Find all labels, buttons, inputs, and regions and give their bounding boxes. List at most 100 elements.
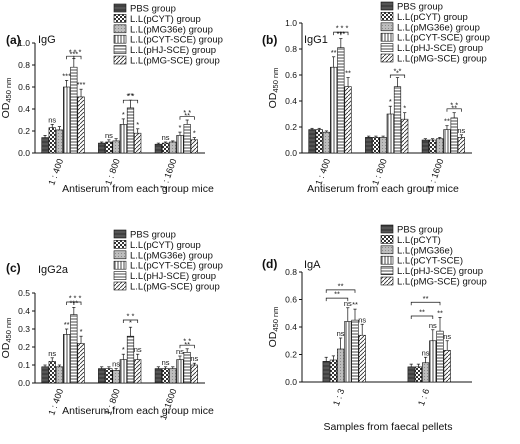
significance-bracket [410, 315, 434, 319]
y-tick-label: 0.0 [285, 148, 297, 158]
y-axis-label-main: OD [267, 331, 279, 347]
legend-swatch [113, 271, 127, 280]
bracket-label: ** [334, 290, 340, 299]
significance-bracket [389, 74, 406, 78]
significance-label: ns [190, 354, 198, 363]
significance-label: ** [184, 340, 190, 349]
bar [119, 359, 127, 384]
legend-entry: L.L(pMG-SCE) group [130, 282, 220, 293]
significance-bracket [410, 301, 441, 306]
category-label: 1 : 3 [331, 387, 346, 407]
legend-entry: PBS group [397, 225, 443, 236]
bar [190, 139, 198, 154]
legend-swatch [380, 266, 394, 275]
legend-entry: L.L(pCYT-SCE) group [130, 35, 223, 46]
legend-entry: L.L(pMG36e) [397, 245, 453, 256]
y-tick-label: 0.4 [18, 104, 30, 114]
significance-label: * [389, 97, 392, 106]
y-tick-label: 0.6 [285, 70, 297, 80]
bar [161, 368, 170, 384]
bar [358, 334, 366, 383]
legend-swatch [113, 3, 127, 13]
bracket-label: * [69, 48, 72, 57]
bar [134, 359, 142, 384]
bar [443, 129, 451, 154]
panel-letter: (d) [262, 257, 277, 271]
y-tick-label: 0.2 [285, 122, 297, 132]
bar [337, 47, 345, 154]
bar [41, 137, 49, 154]
panel-letter: (c) [6, 261, 21, 275]
x-axis-label: Antiserum from each group mice [62, 183, 214, 195]
legend-entry: L.L(pCYT) group [130, 14, 201, 25]
legend-entry: L.L(pMG-SCE) group [397, 277, 487, 288]
bar [176, 135, 184, 154]
bracket-label: * [69, 294, 72, 303]
significance-label: ** [64, 320, 70, 329]
legend-entry: L.L(pMG36e) group [130, 24, 213, 35]
bar [48, 127, 56, 154]
bar [308, 129, 316, 154]
y-tick-label: 0.3 [18, 324, 30, 334]
y-tick-label: 0.8 [18, 60, 30, 70]
bar [351, 319, 359, 383]
significance-bracket [73, 301, 82, 305]
y-axis-label: OD450 nm [0, 78, 13, 119]
x-axis-label: Samples from faecal pellets [324, 421, 453, 433]
bar [154, 368, 162, 384]
significance-label: ns [134, 345, 142, 354]
legend-swatch [380, 22, 394, 32]
legend-swatch [380, 53, 394, 63]
legend-entry: L.L(pCYT-SCE) group [130, 261, 223, 272]
significance-label: ** [345, 69, 351, 78]
legend-swatch [380, 1, 394, 11]
legend-swatch [113, 14, 127, 23]
legend-entry: L.L(pCYT) [397, 235, 441, 246]
significance-label: ns [457, 126, 465, 135]
bar [330, 66, 338, 154]
significance-label: ns [105, 131, 113, 140]
y-tick-label: 0.0 [18, 148, 30, 158]
panel-title: IgG2a [38, 264, 69, 276]
significance-label: ** [128, 91, 134, 100]
bar [112, 140, 120, 154]
significance-label: * [122, 110, 125, 119]
bar [119, 124, 127, 154]
significance-bracket [446, 108, 462, 112]
bar [443, 350, 451, 383]
legend-swatch [113, 34, 127, 44]
y-axis-label: OD450 nm [267, 68, 280, 109]
significance-bracket [179, 116, 195, 120]
y-tick-label: 0.4 [285, 322, 297, 332]
y-axis-label-sub: 450 nm [4, 78, 13, 103]
legend-swatch [380, 12, 394, 21]
significance-label: * [136, 120, 139, 129]
category-label: 1 : 6 [416, 387, 431, 407]
significance-label: ns [337, 329, 345, 338]
legend-swatch [113, 55, 127, 65]
significance-label: * [179, 123, 182, 132]
significance-label: ns [162, 133, 170, 142]
bracket-label: * * [340, 24, 348, 33]
bar [112, 370, 120, 384]
bracket-label: * * [127, 312, 135, 321]
significance-bracket [340, 31, 349, 36]
legend-swatch [380, 224, 394, 234]
significance-label: ns [358, 315, 366, 324]
significance-label: ** [331, 48, 337, 57]
legend-entry: L.L(pMG-SCE) group [130, 56, 220, 67]
bar [315, 129, 323, 154]
significance-label: ns [162, 358, 170, 367]
legend-entry: L.L(pCYT) group [397, 12, 468, 23]
significance-label: ns [112, 360, 120, 369]
y-tick-label: 0.8 [285, 267, 297, 277]
legend-entry: L.L(pMG36e) group [130, 250, 213, 261]
bar [105, 141, 113, 154]
bar [63, 334, 71, 384]
bar [48, 361, 56, 384]
bar [161, 142, 170, 154]
y-tick-label: 0.0 [18, 378, 30, 388]
bar [63, 86, 71, 154]
panel-title: IgG [38, 34, 56, 46]
